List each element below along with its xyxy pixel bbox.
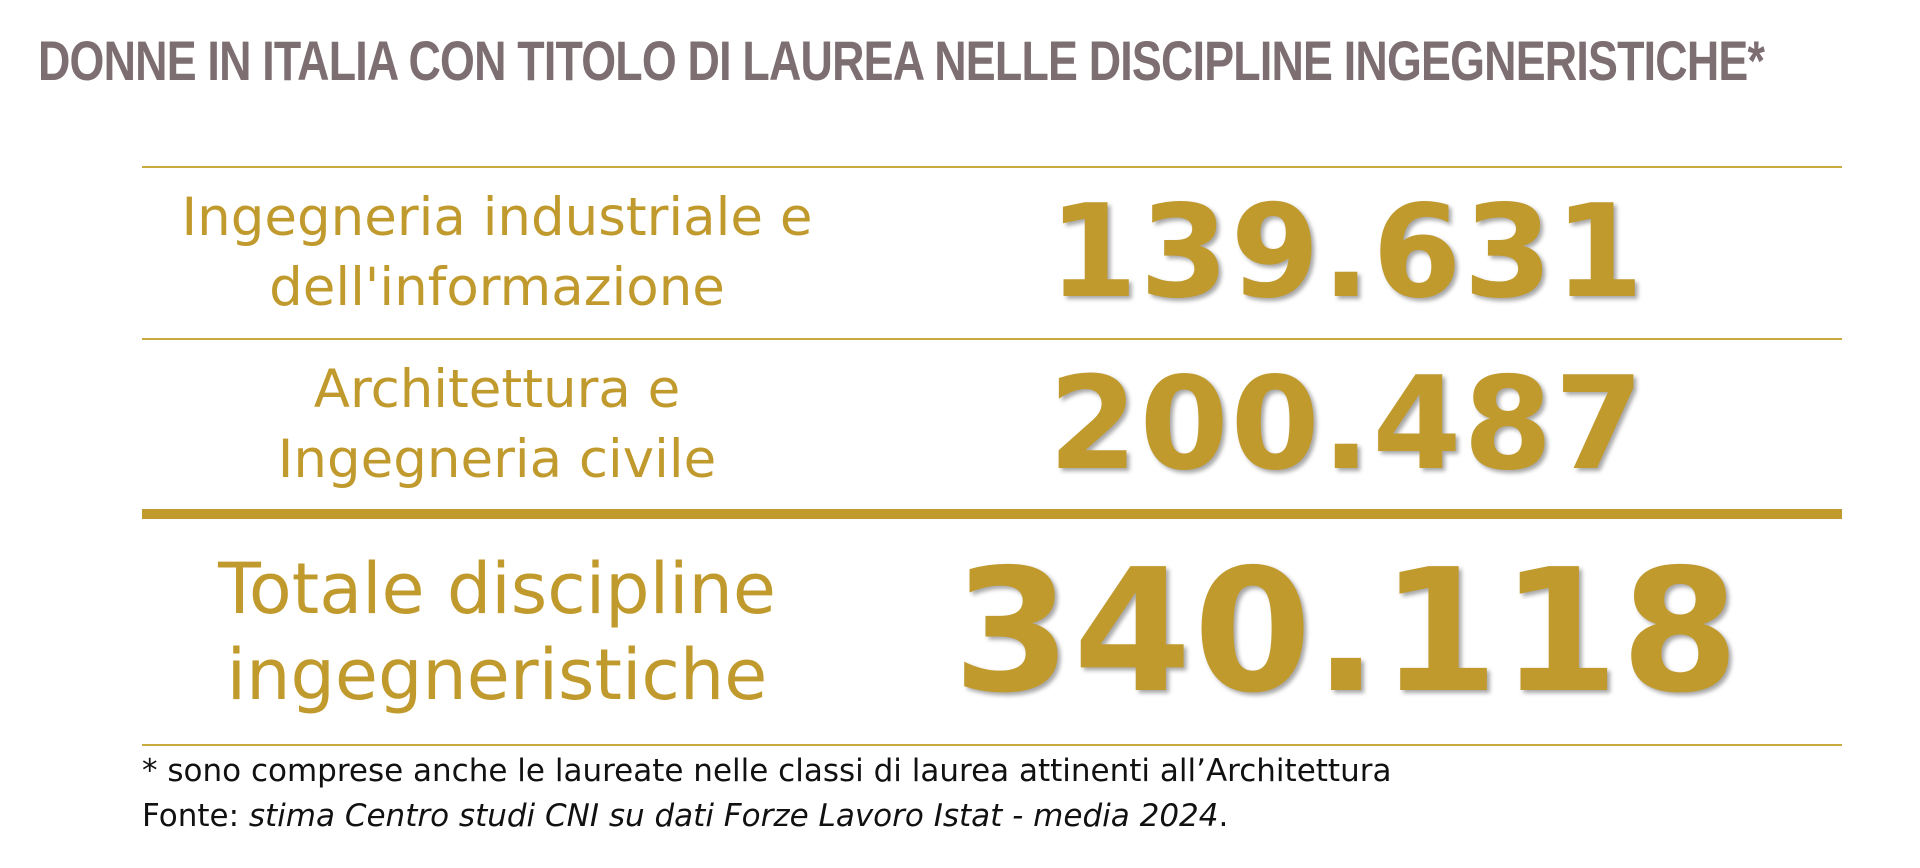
table-row-industriale: Ingegneria industriale e dell'informazio… (142, 168, 1842, 338)
total-label: Totale discipline ingegneristiche (142, 546, 852, 718)
row-label: Architettura e Ingegneria civile (142, 355, 852, 495)
source-suffix: . (1218, 798, 1229, 834)
total-value: 340.118 (952, 533, 1742, 731)
source-prefix: Fonte: (142, 798, 249, 834)
total-label-line1: Totale discipline (218, 548, 776, 630)
table-row-architettura: Architettura e Ingegneria civile 200.487 (142, 340, 1842, 510)
row-value: 139.631 (1048, 178, 1646, 327)
chart-title: DONNE IN ITALIA CON TITOLO DI LAUREA NEL… (38, 29, 1765, 92)
row-label: Ingegneria industriale e dell'informazio… (142, 183, 852, 323)
top-rule (142, 166, 1842, 168)
source-note: Fonte: stima Centro studi CNI su dati Fo… (142, 795, 1228, 837)
row-label-line2: dell'informazione (269, 257, 725, 318)
bottom-rule (142, 744, 1842, 746)
total-label-line2: ingegneristiche (226, 634, 768, 716)
footnote: * sono comprese anche le laureate nelle … (142, 753, 1392, 789)
total-separator-rule (142, 509, 1842, 519)
source-text: stima Centro studi CNI su dati Forze Lav… (248, 798, 1219, 834)
middle-rule (142, 338, 1842, 340)
row-label-line1: Architettura e (313, 359, 681, 420)
row-label-line2: Ingegneria civile (277, 429, 717, 490)
table-row-total: Totale discipline ingegneristiche 340.11… (142, 522, 1842, 742)
row-value: 200.487 (1048, 350, 1646, 499)
row-label-line1: Ingegneria industriale e (181, 187, 813, 248)
